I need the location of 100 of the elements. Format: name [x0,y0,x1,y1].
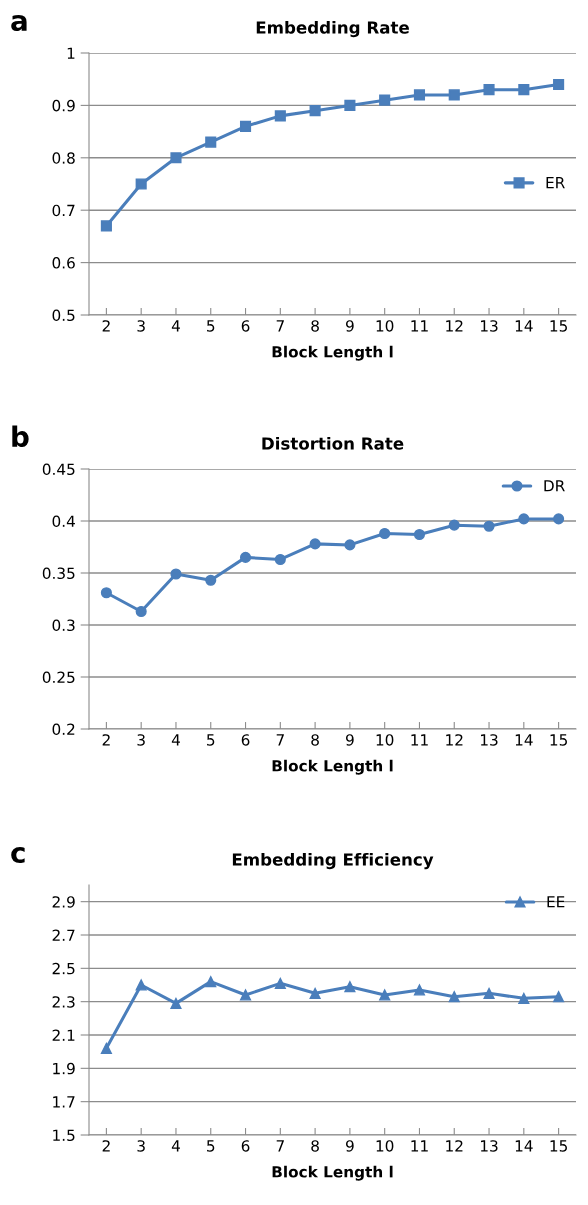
point [100,587,112,599]
point [344,981,356,993]
x-tick-label: 14 [515,320,533,332]
point [448,991,460,1003]
x-tick-label: 2 [102,734,110,746]
y-tick-label: 0.6 [52,257,75,269]
y-tick-label: 0.35 [42,567,75,580]
x-tick-label: 9 [345,320,354,332]
y-tick-label: 0.5 [52,309,75,322]
x-tick-label: 11 [411,1140,428,1152]
x-tick-label: 15 [550,1140,567,1152]
text: b [12,425,29,448]
text: c [11,847,25,864]
point [413,528,426,541]
point [553,78,565,90]
x-tick-label: 6 [241,1140,250,1152]
chart-title: Embedding Rate [256,20,409,38]
x-tick-label: 5 [207,734,215,746]
x-tick-label: 3 [137,1140,145,1152]
point [170,997,182,1009]
x-tick-label: 6 [241,734,250,746]
x-tick-label: 5 [207,1140,215,1152]
y-tick-label: 2.7 [52,929,75,941]
x-tick-label: 5 [207,320,215,332]
x-tick-label: 3 [137,320,145,332]
x-tick-label: 10 [376,320,394,332]
point [239,989,252,1001]
x-tick-label: 7 [276,320,284,332]
x-tick-label: 9 [345,734,354,746]
y-tick-label: 0.4 [52,515,75,528]
x-tick-label: 13 [480,1140,498,1152]
x-tick-label: 14 [515,734,533,746]
x-tick-label: 8 [311,734,319,746]
point [518,513,530,525]
point [448,519,460,531]
point [309,538,321,550]
x-axis-title: Block Length l [272,345,393,361]
chart-title: Embedding Efficiency [232,852,434,870]
x-tick-label: 9 [345,1140,354,1152]
x-tick-label: 13 [480,320,498,332]
x-tick-label: 8 [311,1140,319,1152]
point [205,976,217,988]
point [135,178,147,190]
point [344,99,356,111]
point [239,551,252,563]
y-tick-label: 0.7 [52,204,75,217]
x-tick-label: 14 [515,1140,533,1152]
text: a [11,15,27,32]
point [135,979,147,991]
y-tick-label: 1 [67,47,75,59]
point [553,991,565,1003]
x-tick-label: 2 [102,320,110,332]
x-tick-label: 12 [446,1140,463,1152]
point [344,539,356,551]
point [274,110,286,122]
y-tick-label: 2.3 [52,996,75,1008]
point [483,987,495,999]
point [274,977,286,989]
point [483,520,495,532]
x-tick-label: 4 [171,320,180,332]
point [205,136,217,148]
x-tick-label: 12 [446,320,463,332]
x-tick-label: 12 [446,734,463,746]
y-tick-label: 1.9 [53,1062,75,1075]
y-tick-label: 2.1 [52,1029,75,1041]
y-tick-label: 1.7 [53,1096,75,1108]
x-axis-title: Block Length l [272,1165,393,1181]
y-tick-label: 0.8 [52,152,75,164]
point [309,105,321,117]
x-tick-label: 6 [241,320,250,332]
x-tick-label: 15 [550,734,567,746]
x-tick-label: 10 [376,1140,394,1152]
point [413,89,426,101]
x-tick-label: 7 [276,1140,284,1152]
point [100,220,112,232]
point [135,605,147,618]
point [379,94,391,106]
point [100,1042,112,1054]
y-tick-label: 2.9 [52,896,75,908]
point [309,987,321,999]
x-tick-label: 7 [276,734,284,746]
x-tick-label: 2 [102,1140,110,1152]
point [518,992,530,1004]
x-tick-label: 11 [411,734,428,746]
y-tick-label: 0.3 [52,619,75,632]
point [518,84,530,96]
point [553,513,565,525]
x-axis-title: Block Length l [272,759,393,775]
point [170,568,182,580]
chart-title: Distortion Rate [262,436,404,450]
point [274,553,286,566]
y-tick-label: 0.2 [52,723,75,736]
x-tick-label: 10 [376,734,394,746]
legend-label: DR [544,480,565,492]
y-tick-label: 0.25 [42,671,75,684]
x-tick-label: 3 [137,734,145,746]
y-tick-label: 0.45 [42,463,75,476]
x-tick-label: 8 [311,320,319,332]
point [170,152,182,164]
point [205,574,217,586]
